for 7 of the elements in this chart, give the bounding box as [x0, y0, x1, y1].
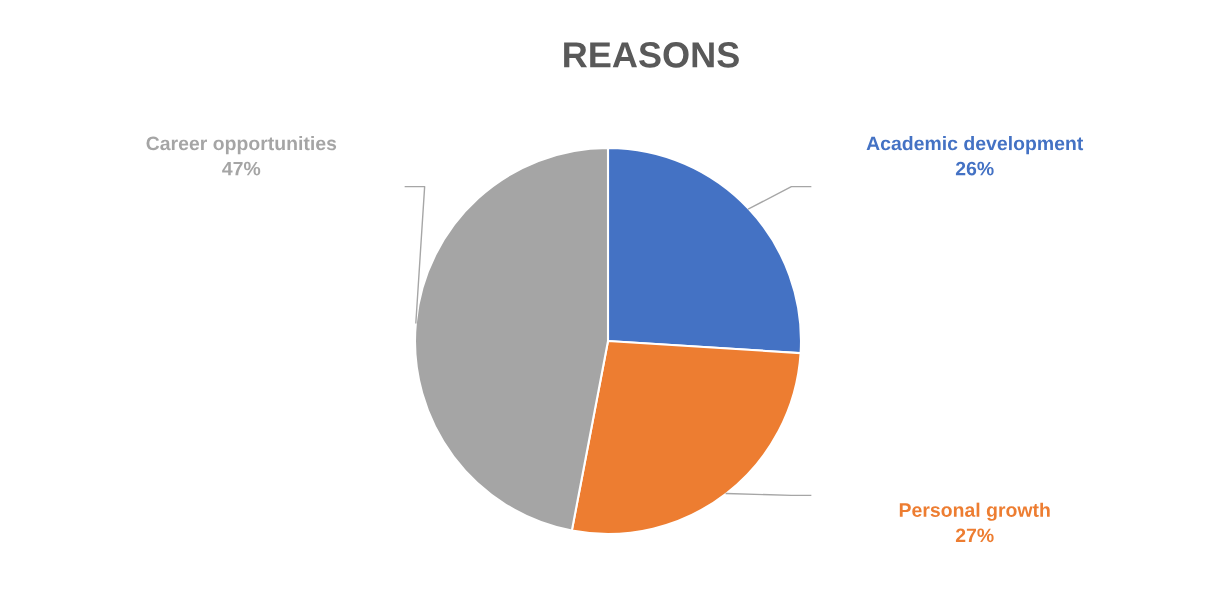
chart-title: REASONS [564, 42, 739, 68]
data-label: 47% [222, 161, 261, 176]
data-label: 27% [955, 528, 994, 543]
slice-label: Career opportunities [146, 136, 337, 155]
data-label: 26% [955, 161, 994, 176]
slice-label: Academic development [866, 136, 1084, 155]
slice-label: Personal growth [899, 502, 1050, 521]
